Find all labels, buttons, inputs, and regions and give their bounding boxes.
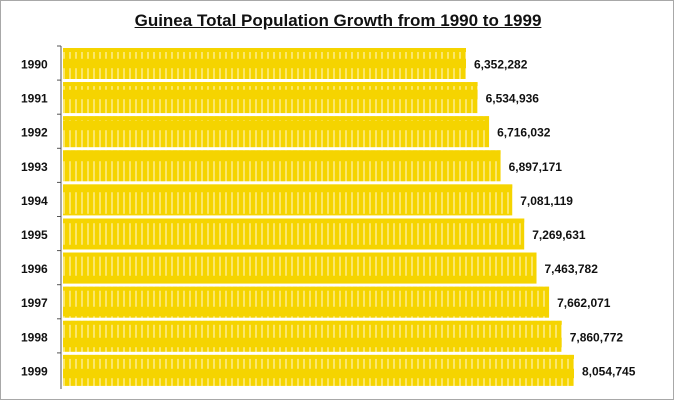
bar-1999 bbox=[63, 354, 574, 386]
data-label: 7,860,772 bbox=[570, 330, 624, 344]
y-tick-label: 1997 bbox=[21, 296, 48, 310]
bar-top-edge bbox=[63, 320, 562, 325]
y-tick-label: 1991 bbox=[21, 92, 48, 106]
data-label: 7,269,631 bbox=[532, 228, 586, 242]
bar-1998 bbox=[63, 320, 562, 352]
bar-top-edge bbox=[63, 116, 490, 121]
bar-top-edge bbox=[63, 82, 478, 87]
data-label: 7,463,782 bbox=[545, 262, 599, 276]
bar-top-edge bbox=[63, 286, 550, 291]
bar-top-edge bbox=[63, 218, 525, 223]
bar-top-edge bbox=[63, 252, 537, 257]
bar-top-edge bbox=[63, 48, 466, 52]
y-tick-label: 1996 bbox=[21, 262, 48, 276]
y-tick-label: 1995 bbox=[21, 228, 48, 242]
bar-1997 bbox=[63, 286, 550, 318]
y-tick-label: 1993 bbox=[21, 160, 48, 174]
data-label: 6,352,282 bbox=[474, 58, 528, 72]
y-tick-label: 1992 bbox=[21, 126, 48, 140]
bar-1995 bbox=[63, 218, 525, 250]
bar-1996 bbox=[63, 252, 537, 284]
bar-1994 bbox=[63, 184, 513, 216]
data-label: 7,662,071 bbox=[557, 296, 611, 310]
data-label: 7,081,119 bbox=[520, 194, 573, 208]
y-tick-label: 1998 bbox=[21, 330, 48, 344]
data-label: 6,716,032 bbox=[497, 126, 551, 140]
bar-1990 bbox=[63, 48, 466, 79]
bar-1993 bbox=[63, 150, 501, 182]
bar-top-edge bbox=[63, 184, 513, 189]
chart-title: Guinea Total Population Growth from 1990… bbox=[134, 11, 542, 30]
y-tick-label: 1999 bbox=[21, 364, 48, 378]
y-tick-label: 1994 bbox=[21, 194, 48, 208]
y-tick-label: 1990 bbox=[21, 58, 48, 72]
data-label: 6,534,936 bbox=[486, 92, 540, 106]
data-label: 8,054,745 bbox=[582, 364, 636, 378]
bar-top-edge bbox=[63, 150, 501, 155]
bar-1992 bbox=[63, 116, 490, 148]
data-label: 6,897,171 bbox=[509, 160, 563, 174]
bar-1991 bbox=[63, 82, 478, 114]
bar-top-edge bbox=[63, 354, 574, 359]
